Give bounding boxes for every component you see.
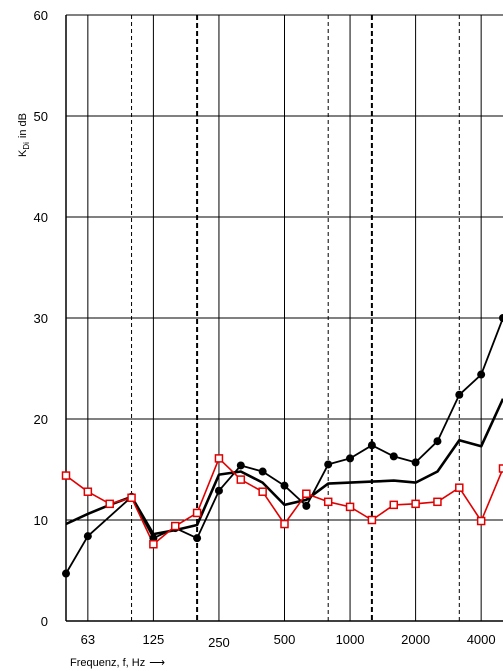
x-tick-label: 4000 [467, 632, 496, 647]
series-1-point [193, 534, 202, 543]
grid [65, 14, 503, 622]
series-3-point [214, 454, 224, 463]
y-axis-label-unit: in dB [17, 113, 29, 138]
series-3-point [280, 519, 289, 529]
y-tick-label: 40 [34, 210, 48, 225]
series-1-point [389, 452, 398, 461]
series-3-point [455, 483, 464, 492]
y-tick-label: 0 [41, 614, 48, 629]
series-3-point [236, 475, 246, 484]
series-1-point [346, 454, 355, 463]
series-1-point [411, 458, 420, 467]
x-tick-label: 125 [143, 632, 165, 647]
x-axis-label-text: Frequenz, f, Hz [70, 657, 145, 669]
series-3-point [149, 539, 158, 549]
y-tick-label: 60 [34, 8, 48, 23]
series-3-point [83, 487, 93, 496]
x-axis-label: Frequenz, f, Hz ⟶ [70, 657, 165, 669]
series-3-point [345, 502, 355, 512]
series-1-point [367, 441, 376, 450]
y-axis-label-sub: Di [22, 142, 31, 150]
series-1-point [280, 481, 289, 490]
series-3-point [127, 493, 136, 503]
series-3-point [411, 499, 420, 509]
y-axis-label-main: K [17, 149, 29, 157]
y-tick-label: 20 [34, 412, 48, 427]
y-tick-label: 30 [34, 311, 48, 326]
x-tick-labels: 63 125 250 500 1000 2000 4000 [81, 632, 496, 650]
x-tick-label: 2000 [401, 632, 430, 647]
series-3-point [367, 515, 377, 525]
series-markers [61, 314, 503, 578]
series-3-point [476, 516, 486, 526]
series-3-point [105, 499, 114, 509]
series-1-point [477, 370, 486, 379]
series-1-point [214, 486, 223, 495]
series-3-point [302, 489, 311, 498]
series-3-point [323, 497, 333, 507]
series-1-point [83, 532, 92, 541]
series-1-point [302, 501, 311, 510]
series-1-point [324, 460, 333, 469]
y-tick-label: 10 [34, 513, 48, 528]
series-3-point [61, 471, 71, 480]
y-tick-labels: 0 10 20 30 40 50 60 [34, 8, 48, 629]
series-3-point [389, 500, 398, 510]
series-1-point [455, 390, 464, 399]
series-1-point [62, 569, 70, 578]
x-tick-label: 500 [274, 632, 296, 647]
series-3-point [171, 521, 180, 531]
series-3-point [498, 464, 503, 473]
series-3-point [433, 497, 442, 507]
series-1-point [258, 467, 267, 476]
series-1-line [65, 317, 503, 574]
y-tick-label: 50 [34, 109, 48, 124]
series-1-point [499, 314, 503, 322]
series-3-point [258, 487, 267, 496]
y-axis-label: KDi in dB [17, 113, 31, 157]
series-1-point [236, 461, 245, 470]
x-tick-label: 1000 [336, 632, 365, 647]
x-tick-label: 250 [208, 635, 230, 650]
x-tick-label: 63 [81, 632, 95, 647]
series-1-point [433, 437, 442, 446]
x-axis-label-arrow: ⟶ [149, 657, 165, 669]
series-3-point [192, 508, 202, 518]
series-2-line [65, 398, 503, 536]
